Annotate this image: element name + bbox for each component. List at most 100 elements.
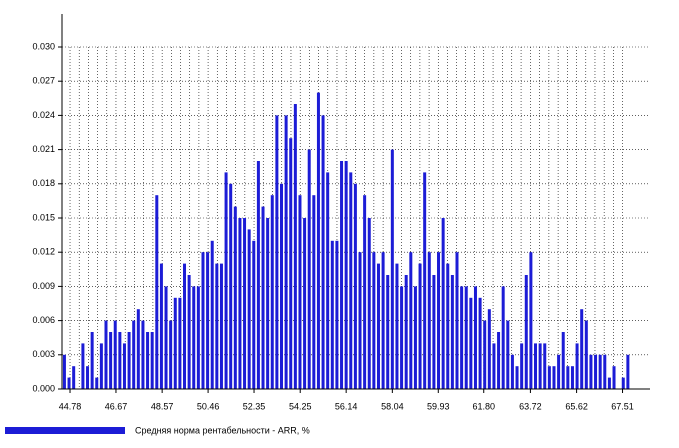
bar xyxy=(229,183,233,389)
bar xyxy=(86,366,90,389)
x-tick-label: 50.46 xyxy=(197,401,220,411)
x-tick-label: 65.62 xyxy=(565,401,588,411)
bar xyxy=(122,343,126,389)
bar xyxy=(478,297,482,389)
bar xyxy=(238,218,242,389)
bar xyxy=(390,149,394,389)
bar xyxy=(183,263,187,389)
bar xyxy=(510,354,514,389)
bar xyxy=(62,354,66,389)
bar xyxy=(376,263,380,389)
bar xyxy=(570,366,574,389)
bar xyxy=(400,286,404,389)
bar xyxy=(589,354,593,389)
bar xyxy=(233,206,237,389)
bar xyxy=(169,320,173,389)
bar xyxy=(538,343,542,389)
bar xyxy=(603,354,607,389)
bar xyxy=(330,240,334,389)
bar xyxy=(303,218,307,389)
bar xyxy=(450,275,454,389)
bar xyxy=(340,161,344,389)
bar xyxy=(580,309,584,389)
x-tick-label: 67.51 xyxy=(611,401,634,411)
bar xyxy=(243,218,247,389)
y-tick-label: 0.015 xyxy=(32,212,55,222)
x-tick-label: 48.57 xyxy=(151,401,174,411)
bar xyxy=(621,377,625,389)
bar xyxy=(146,332,150,389)
bar xyxy=(626,354,630,389)
bar xyxy=(127,332,131,389)
bar xyxy=(515,366,519,389)
bar xyxy=(178,297,182,389)
bar xyxy=(215,263,219,389)
x-tick-label: 58.04 xyxy=(381,401,404,411)
bar xyxy=(386,275,390,389)
bar xyxy=(224,172,228,389)
y-tick-label: 0.024 xyxy=(32,110,55,120)
bar xyxy=(413,286,417,389)
bar xyxy=(492,343,496,389)
bar xyxy=(275,115,279,390)
bar xyxy=(284,115,288,390)
bar xyxy=(307,149,311,389)
bar xyxy=(446,263,450,389)
bar xyxy=(363,195,367,389)
bar xyxy=(404,275,408,389)
bar xyxy=(432,275,436,389)
bar xyxy=(437,252,441,389)
bar xyxy=(261,206,265,389)
x-tick-label: 61.80 xyxy=(472,401,495,411)
bar xyxy=(566,366,570,389)
bar xyxy=(552,366,556,389)
y-tick-label: 0.021 xyxy=(32,144,55,154)
bar xyxy=(344,161,348,389)
bar xyxy=(487,309,491,389)
bar xyxy=(104,320,108,389)
bar xyxy=(353,183,357,389)
x-tick-label: 63.72 xyxy=(519,401,542,411)
bar xyxy=(113,320,117,389)
bar xyxy=(196,286,200,389)
bar xyxy=(427,252,431,389)
bar xyxy=(256,161,260,389)
bar xyxy=(173,297,177,389)
bar xyxy=(561,332,565,389)
bar xyxy=(201,252,205,389)
x-tick-label: 44.78 xyxy=(59,401,82,411)
bar xyxy=(529,252,533,389)
x-tick-label: 54.25 xyxy=(289,401,312,411)
bar xyxy=(598,354,602,389)
bar xyxy=(349,172,353,389)
bar xyxy=(270,195,274,389)
bar xyxy=(99,343,103,389)
x-tick-label: 56.14 xyxy=(335,401,358,411)
bar xyxy=(247,229,251,389)
bar xyxy=(312,195,316,389)
y-tick-label: 0.009 xyxy=(32,281,55,291)
legend-swatch xyxy=(5,427,125,434)
bar xyxy=(612,366,616,389)
bar xyxy=(395,263,399,389)
bar xyxy=(534,343,538,389)
bar xyxy=(524,275,528,389)
y-tick-label: 0.027 xyxy=(32,76,55,86)
y-tick-label: 0.003 xyxy=(32,349,55,359)
bar xyxy=(132,320,136,389)
bar xyxy=(441,218,445,389)
bar xyxy=(210,240,214,389)
bar xyxy=(409,252,413,389)
bar xyxy=(473,286,477,389)
bar xyxy=(279,183,283,389)
bar xyxy=(372,252,376,389)
bar xyxy=(118,332,122,389)
bar xyxy=(187,275,191,389)
bar xyxy=(358,252,362,389)
bar xyxy=(67,377,71,389)
y-tick-label: 0.012 xyxy=(32,247,55,257)
bar xyxy=(423,172,427,389)
bar xyxy=(95,377,99,389)
x-tick-label: 46.67 xyxy=(105,401,128,411)
bar xyxy=(316,92,320,389)
